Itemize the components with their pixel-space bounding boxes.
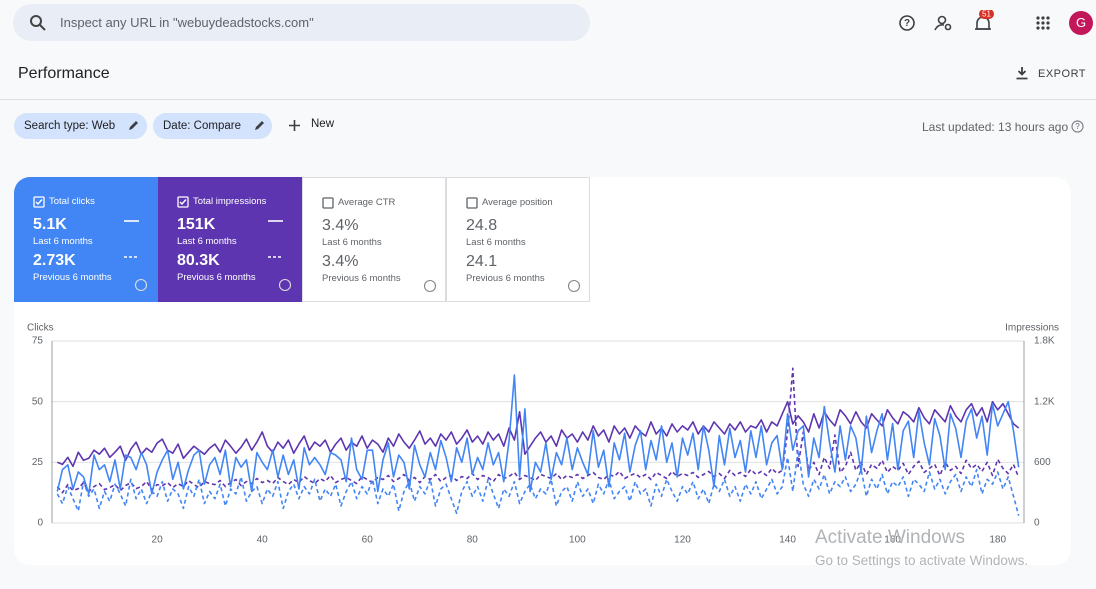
metric-tile[interactable]: Total clicks 5.1K Last 6 months 2.73K Previo…	[14, 177, 158, 302]
metric-tile[interactable]: Average position 24.8 Last 6 months 24.1 Pre…	[446, 177, 590, 302]
tile-icons	[423, 279, 437, 293]
y-tick-label: 25	[32, 457, 44, 468]
metric-previous-period: Previous 6 months	[322, 273, 401, 284]
metric-previous: 3.4%	[322, 253, 359, 270]
svg-text:?: ?	[904, 18, 910, 29]
filter-chip[interactable]: Date: Compare	[153, 113, 272, 139]
account-settings-icon[interactable]	[934, 15, 952, 31]
metric-current-period: Last 6 months	[322, 237, 382, 248]
x-tick-label: 140	[779, 535, 796, 546]
notification-count: 51	[982, 10, 991, 19]
header-icons: ? 51 G	[899, 10, 1093, 35]
checkbox[interactable]	[466, 197, 478, 209]
series-line	[56, 374, 1020, 495]
y2-tick-label: 0	[1034, 518, 1040, 529]
metric-tile[interactable]: Average CTR 3.4% Last 6 months 3.4% Previous…	[302, 177, 446, 302]
search-bar[interactable]: Inspect any URL in "webuydeadstocks.com"	[13, 4, 590, 41]
y-axis-title: Clicks	[27, 323, 54, 334]
metric-current-period: Last 6 months	[33, 236, 93, 247]
metric-current: 5.1K	[33, 216, 67, 233]
metric-previous-period: Previous 6 months	[466, 273, 545, 284]
help-icon[interactable]: ?	[899, 15, 915, 31]
x-tick-label: 160	[884, 535, 901, 546]
chart: Clicks Impressions 0 25 50 75 0 600 1.2K 1.8K 20…	[27, 323, 1059, 546]
avatar[interactable]	[1069, 11, 1093, 35]
checkbox[interactable]	[322, 197, 334, 209]
metric-label: Total clicks	[49, 196, 95, 207]
tile-icons	[124, 220, 148, 292]
x-tick-label: 120	[674, 535, 691, 546]
new-filter[interactable]: New	[311, 118, 335, 130]
page-title: Performance	[18, 65, 110, 82]
notification-badge	[979, 10, 994, 19]
avatar-letter: G	[1076, 15, 1086, 30]
plus-icon	[289, 120, 300, 131]
checkbox[interactable]	[33, 196, 45, 208]
metric-previous: 24.1	[466, 253, 498, 270]
metric-tile[interactable]: Total impressions 151K Last 6 months 80.3K P…	[158, 177, 302, 302]
metric-current: 3.4%	[322, 217, 359, 234]
metric-current: 24.8	[466, 217, 498, 234]
y-tick-label: 75	[32, 336, 44, 347]
export-button[interactable]: EXPORT	[1038, 68, 1087, 80]
series-line	[56, 367, 1020, 494]
metric-current-period: Last 6 months	[177, 236, 237, 247]
metric-previous-period: Previous 6 months	[33, 272, 112, 283]
y2-axis-title: Impressions	[1005, 323, 1059, 334]
svg-text:?: ?	[1075, 122, 1080, 131]
series-line	[57, 400, 1020, 468]
metric-previous-period: Previous 6 months	[177, 272, 256, 283]
last-updated: Last updated: 13 hours ago	[922, 120, 1069, 134]
divider	[0, 99, 1096, 100]
metric-label: Average CTR	[338, 197, 396, 208]
edit-icon	[255, 121, 264, 130]
metric-current-period: Last 6 months	[466, 237, 526, 248]
watermark-title: Activate Windows	[815, 527, 965, 548]
x-tick-label: 60	[362, 535, 374, 546]
x-tick-label: 40	[257, 535, 269, 546]
checkbox[interactable]	[177, 196, 189, 208]
x-tick-label: 100	[569, 535, 586, 546]
help-icon: ?	[1071, 120, 1084, 133]
search-placeholder: Inspect any URL in "webuydeadstocks.com"	[60, 15, 314, 30]
y2-tick-label: 1.2K	[1034, 396, 1055, 407]
tile-icons	[268, 220, 292, 292]
series-line	[56, 449, 1020, 516]
tile-icons	[567, 279, 581, 293]
x-tick-label: 180	[989, 535, 1006, 546]
filter-label: Search type: Web	[24, 120, 116, 132]
y2-tick-label: 600	[1034, 457, 1051, 468]
x-tick-label: 80	[467, 535, 479, 546]
filter-label: Date: Compare	[163, 120, 241, 132]
metric-previous: 2.73K	[33, 252, 76, 269]
filter-chip[interactable]: Search type: Web	[14, 113, 147, 139]
apps-icon[interactable]	[1036, 16, 1050, 30]
y2-tick-label: 1.8K	[1034, 336, 1055, 347]
watermark-subtitle: Go to Settings to activate Windows.	[815, 553, 1029, 568]
metric-previous: 80.3K	[177, 252, 220, 269]
metric-label: Total impressions	[193, 196, 267, 207]
x-tick-label: 20	[152, 535, 164, 546]
edit-icon	[129, 121, 138, 130]
metric-label: Average position	[482, 197, 553, 208]
metric-current: 151K	[177, 216, 216, 233]
y-tick-label: 50	[32, 396, 44, 407]
export-icon	[1016, 67, 1028, 80]
search-icon	[30, 15, 46, 31]
y-tick-label: 0	[37, 518, 43, 529]
